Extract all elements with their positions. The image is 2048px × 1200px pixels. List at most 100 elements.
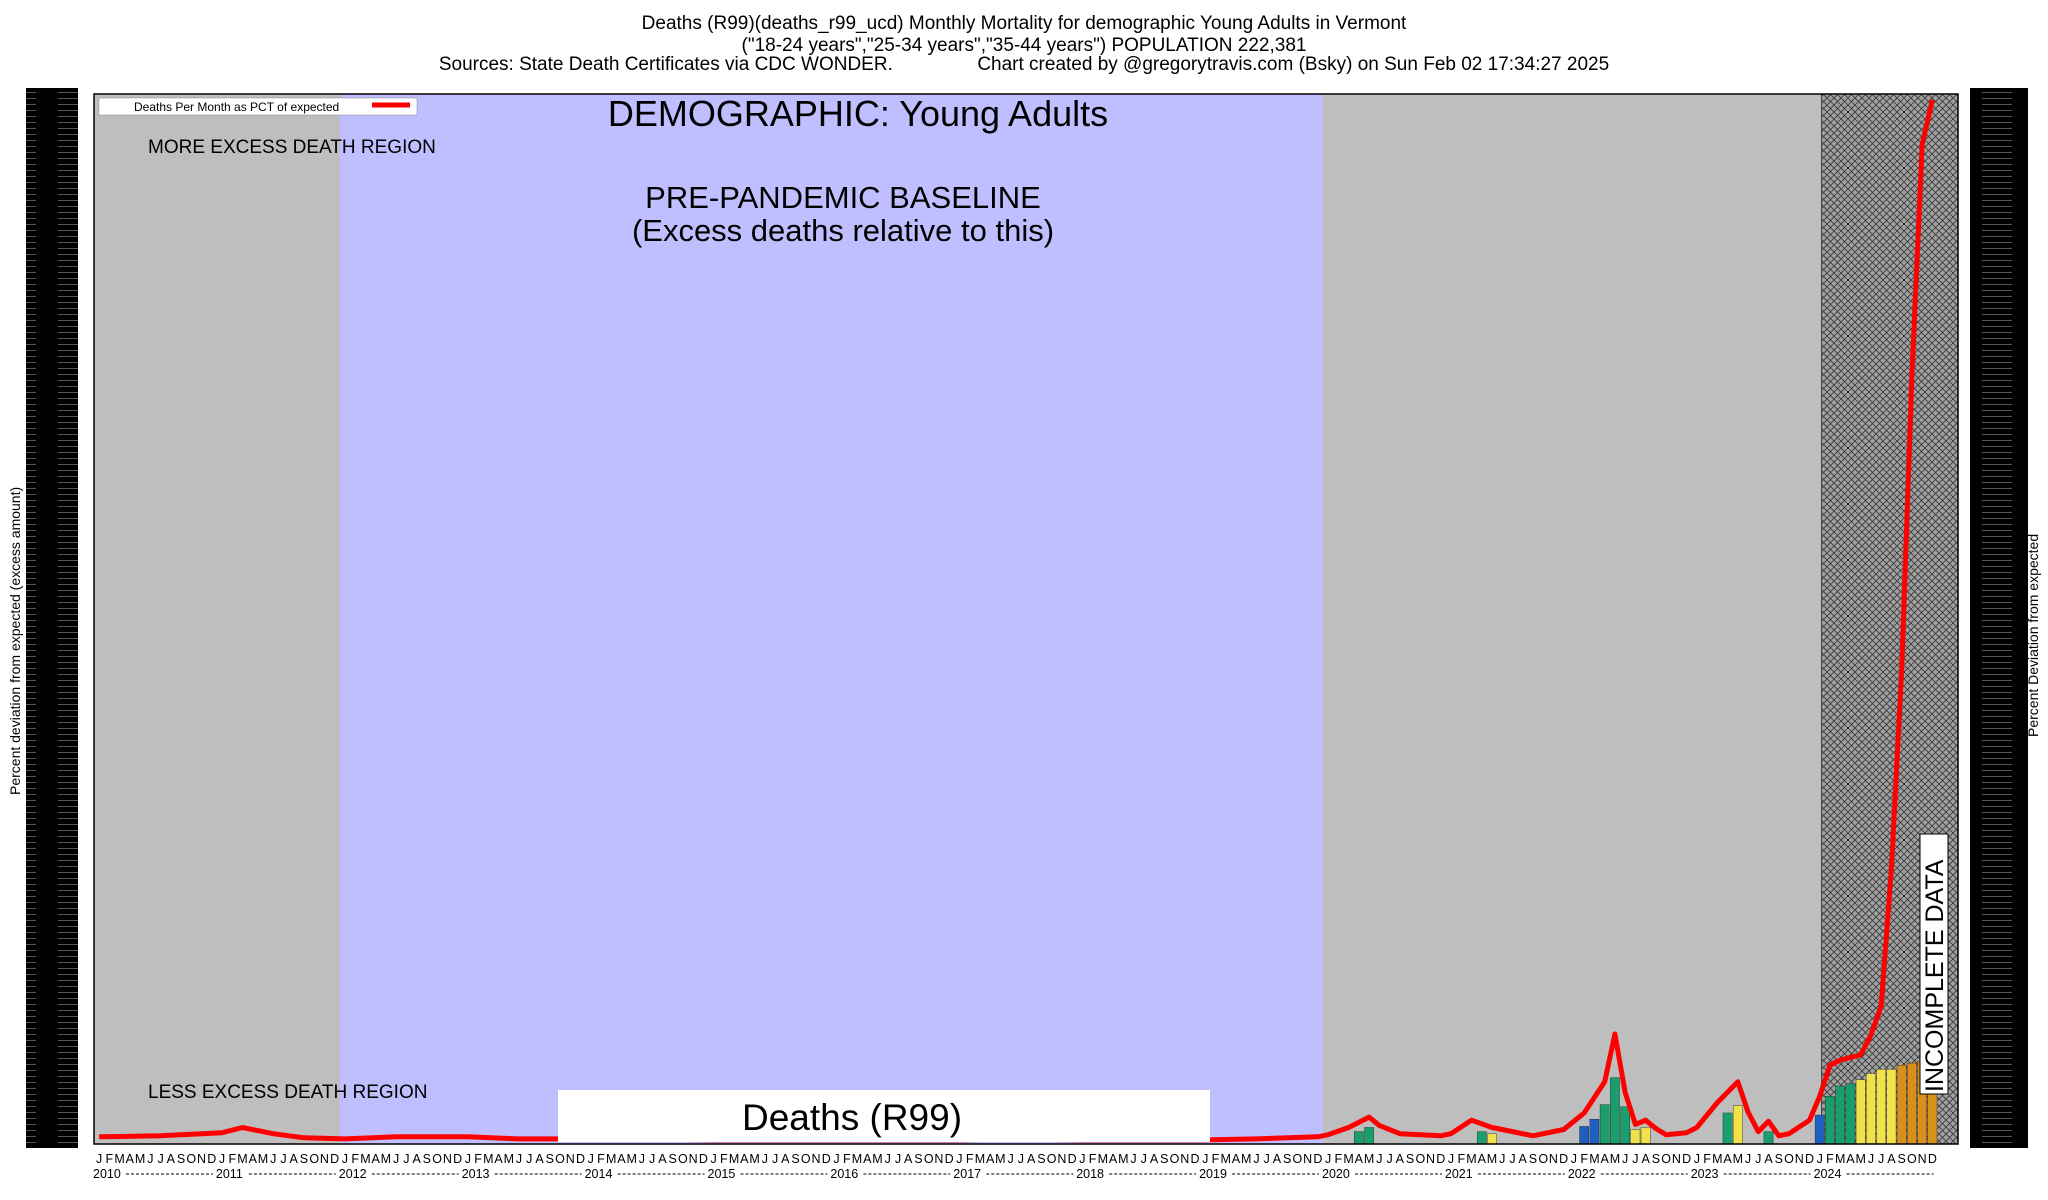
bar [1579, 1126, 1589, 1145]
x-tick-label: A [1723, 1152, 1732, 1166]
x-tick-label: A [1887, 1152, 1896, 1166]
x-tick-label: J [1817, 1152, 1823, 1166]
x-year-label: 2018 [1076, 1167, 1104, 1181]
bottom-label: Deaths (R99) [742, 1097, 962, 1138]
x-tick-label: J [1499, 1152, 1505, 1166]
x-tick-label: D [1436, 1152, 1445, 1166]
x-tick-label: A [1273, 1152, 1282, 1166]
x-tick-label: J [833, 1152, 839, 1166]
x-tick-label: J [649, 1152, 655, 1166]
x-tick-label: O [1170, 1152, 1180, 1166]
x-tick-label: S [1529, 1152, 1537, 1166]
bar [1825, 1096, 1835, 1145]
x-tick-label: D [207, 1152, 216, 1166]
x-tick-label: M [1712, 1152, 1722, 1166]
x-tick-label: A [1109, 1152, 1118, 1166]
x-tick-label: A [249, 1152, 258, 1166]
x-tick-label: S [1406, 1152, 1414, 1166]
x-tick-label: M [1118, 1152, 1128, 1166]
x-tick-label: A [371, 1152, 380, 1166]
x-tick-label: J [956, 1152, 962, 1166]
x-tick-label: D [1559, 1152, 1568, 1166]
x-tick-label: M [483, 1152, 493, 1166]
x-year-label: 2021 [1445, 1167, 1473, 1181]
x-tick-label: J [1878, 1152, 1884, 1166]
x-tick-label: F [106, 1152, 114, 1166]
x-tick-label: F [1089, 1152, 1097, 1166]
x-tick-label: M [114, 1152, 124, 1166]
x-tick-label: F [966, 1152, 974, 1166]
incomplete-boundary [1821, 94, 1823, 1144]
x-tick-label: J [711, 1152, 717, 1166]
x-tick-label: M [1589, 1152, 1599, 1166]
x-tick-label: M [360, 1152, 370, 1166]
x-tick-label: M [381, 1152, 391, 1166]
x-tick-label: M [237, 1152, 247, 1166]
bar [1896, 1064, 1907, 1145]
x-tick-label: F [843, 1152, 851, 1166]
x-tick-label: J [1755, 1152, 1761, 1166]
x-tick-label: J [1386, 1152, 1392, 1166]
x-tick-label: M [1221, 1152, 1231, 1166]
x-tick-label: A [290, 1152, 299, 1166]
x-tick-label: J [588, 1152, 594, 1166]
x-tick-label: J [342, 1152, 348, 1166]
x-tick-label: O [1293, 1152, 1303, 1166]
x-year-label: 2012 [339, 1167, 367, 1181]
x-tick-label: J [1448, 1152, 1454, 1166]
x-tick-label: A [1641, 1152, 1650, 1166]
bar [1620, 1106, 1630, 1145]
x-tick-label: J [526, 1152, 532, 1166]
x-year-label: 2023 [1691, 1167, 1719, 1181]
bar [1814, 1114, 1825, 1145]
bar [1476, 1131, 1487, 1145]
x-tick-label: N [1303, 1152, 1312, 1166]
bar [1610, 1077, 1620, 1145]
bar [1845, 1083, 1856, 1145]
x-year-label: 2010 [93, 1167, 121, 1181]
x-tick-label: A [1478, 1152, 1487, 1166]
x-tick-label: S [177, 1152, 185, 1166]
x-year-label: 2020 [1322, 1167, 1350, 1181]
bar [1364, 1127, 1374, 1145]
x-tick-label: A [1846, 1152, 1855, 1166]
x-year-label: 2024 [1814, 1167, 1842, 1181]
x-tick-label: D [945, 1152, 954, 1166]
x-year-label: 2017 [953, 1167, 981, 1181]
x-tick-label: F [1212, 1152, 1220, 1166]
bar [1354, 1131, 1364, 1145]
x-tick-label: J [1141, 1152, 1147, 1166]
x-tick-label: F [720, 1152, 728, 1166]
x-tick-label: J [885, 1152, 891, 1166]
bar [1630, 1129, 1641, 1145]
incomplete-label-box [1919, 833, 1949, 1095]
x-tick-label: N [1057, 1152, 1066, 1166]
x-tick-label: A [1764, 1152, 1773, 1166]
x-tick-label: N [566, 1152, 575, 1166]
x-tick-label: D [1190, 1152, 1199, 1166]
x-year-label: 2013 [462, 1167, 490, 1181]
x-year-label: 2015 [708, 1167, 736, 1181]
bar [1855, 1079, 1866, 1145]
x-tick-label: O [924, 1152, 934, 1166]
x-tick-label: N [1672, 1152, 1681, 1166]
header-title: Deaths (R99)(deaths_r99_ucd) Monthly Mor… [641, 13, 1407, 34]
x-tick-label: F [1703, 1152, 1711, 1166]
x-tick-label: M [1487, 1152, 1497, 1166]
header-subtitle: ("18-24 years","25-34 years","35-44 year… [741, 35, 1307, 56]
x-tick-label: O [801, 1152, 811, 1166]
x-tick-label: S [423, 1152, 431, 1166]
x-tick-label: F [474, 1152, 482, 1166]
x-year-label: 2014 [585, 1167, 613, 1181]
x-tick-label: S [668, 1152, 676, 1166]
x-tick-label: J [1018, 1152, 1024, 1166]
less-excess-label: LESS EXCESS DEATH REGION [148, 1082, 427, 1103]
x-tick-label: J [1571, 1152, 1577, 1166]
x-tick-label: D [1068, 1152, 1077, 1166]
x-tick-label: M [1098, 1152, 1108, 1166]
x-tick-label: F [597, 1152, 605, 1166]
incomplete-label: INCOMPLETE DATA [1921, 859, 1949, 1092]
x-tick-label: A [1519, 1152, 1528, 1166]
x-tick-label: N [1549, 1152, 1558, 1166]
x-tick-label: S [1652, 1152, 1660, 1166]
